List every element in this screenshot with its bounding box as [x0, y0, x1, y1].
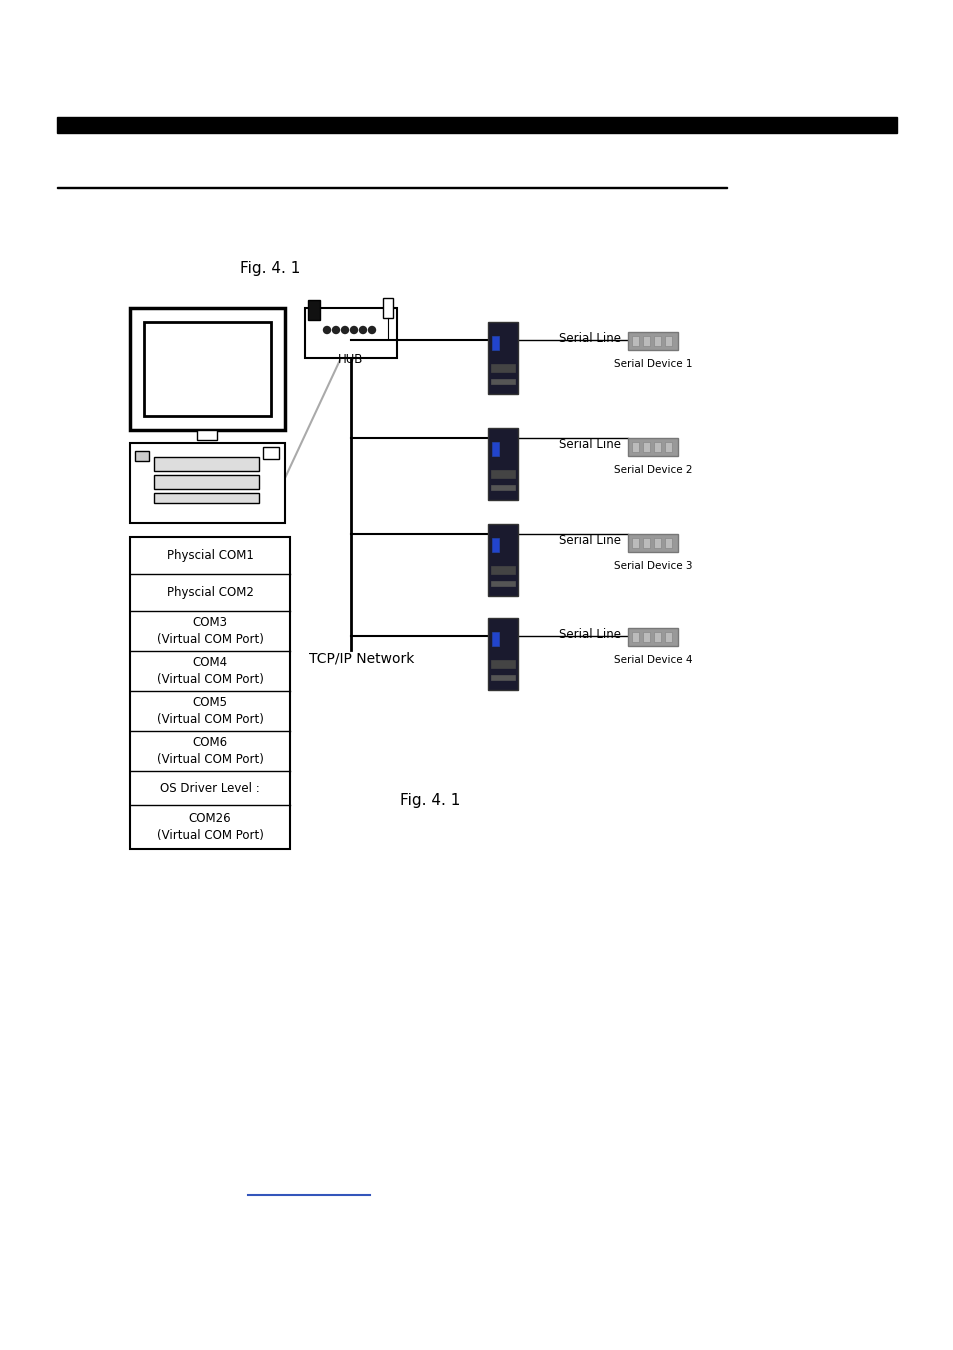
Bar — [627, 535, 678, 552]
Text: Serial Line: Serial Line — [558, 437, 620, 451]
Bar — [491, 379, 515, 383]
Circle shape — [341, 327, 348, 333]
Bar — [664, 336, 671, 346]
Text: OS Driver Level :: OS Driver Level : — [160, 782, 259, 795]
Bar — [664, 632, 671, 643]
Circle shape — [359, 327, 366, 333]
Text: Physcial COM1: Physcial COM1 — [167, 549, 253, 562]
Bar — [491, 675, 515, 680]
Bar — [130, 308, 285, 431]
Bar — [491, 470, 515, 478]
Bar — [153, 458, 258, 471]
Bar — [130, 443, 285, 522]
Text: Fig. 4. 1: Fig. 4. 1 — [239, 261, 300, 275]
Bar — [654, 441, 660, 452]
Text: PC: PC — [191, 356, 224, 381]
Bar — [642, 336, 649, 346]
Bar — [631, 336, 639, 346]
Bar — [492, 336, 498, 350]
Bar — [491, 364, 515, 373]
Bar — [492, 632, 498, 647]
Bar — [491, 485, 515, 490]
Circle shape — [350, 327, 357, 333]
Bar — [135, 451, 149, 460]
Text: Serial Device 1: Serial Device 1 — [613, 359, 692, 369]
Bar — [308, 300, 319, 320]
Bar — [488, 428, 517, 500]
Bar — [654, 539, 660, 548]
Bar — [153, 493, 258, 504]
Circle shape — [323, 327, 330, 333]
Bar — [488, 618, 517, 690]
Text: Serial Device 2: Serial Device 2 — [613, 464, 692, 475]
Bar — [144, 323, 271, 416]
Bar — [654, 336, 660, 346]
Bar — [197, 431, 217, 440]
Bar — [492, 539, 498, 552]
Bar — [488, 524, 517, 595]
Bar — [642, 441, 649, 452]
Bar — [382, 298, 393, 319]
Text: Physcial COM2: Physcial COM2 — [167, 586, 253, 599]
Bar — [130, 537, 290, 849]
Text: COM26
(Virtual COM Port): COM26 (Virtual COM Port) — [156, 813, 263, 841]
Text: COM5
(Virtual COM Port): COM5 (Virtual COM Port) — [156, 697, 263, 725]
Bar — [491, 566, 515, 574]
Text: Serial Device 4: Serial Device 4 — [613, 655, 692, 666]
Bar — [57, 117, 896, 134]
Text: HUB: HUB — [338, 352, 363, 366]
Bar — [488, 323, 517, 394]
Text: TCP/IP Network: TCP/IP Network — [309, 651, 415, 666]
Text: Serial Device 3: Serial Device 3 — [613, 562, 692, 571]
Text: COM3
(Virtual COM Port): COM3 (Virtual COM Port) — [156, 617, 263, 645]
Bar — [627, 332, 678, 350]
Bar — [154, 443, 260, 450]
Text: Serial Line: Serial Line — [558, 628, 620, 640]
Bar — [642, 632, 649, 643]
Bar — [491, 660, 515, 668]
Bar — [305, 308, 396, 358]
Bar — [627, 437, 678, 456]
Bar — [654, 632, 660, 643]
Bar — [664, 441, 671, 452]
Circle shape — [368, 327, 375, 333]
Bar — [57, 186, 726, 188]
Bar — [263, 447, 278, 459]
Bar — [664, 539, 671, 548]
Bar — [491, 580, 515, 586]
Bar — [631, 632, 639, 643]
Text: COM4
(Virtual COM Port): COM4 (Virtual COM Port) — [156, 656, 263, 686]
Bar — [492, 441, 498, 456]
Bar — [153, 475, 258, 489]
Circle shape — [333, 327, 339, 333]
Bar — [631, 441, 639, 452]
Bar — [631, 539, 639, 548]
Bar — [627, 628, 678, 647]
Text: Serial Line: Serial Line — [558, 533, 620, 547]
Text: Serial Line: Serial Line — [558, 332, 620, 344]
Bar — [642, 539, 649, 548]
Text: COM6
(Virtual COM Port): COM6 (Virtual COM Port) — [156, 737, 263, 765]
Text: Fig. 4. 1: Fig. 4. 1 — [399, 792, 459, 807]
